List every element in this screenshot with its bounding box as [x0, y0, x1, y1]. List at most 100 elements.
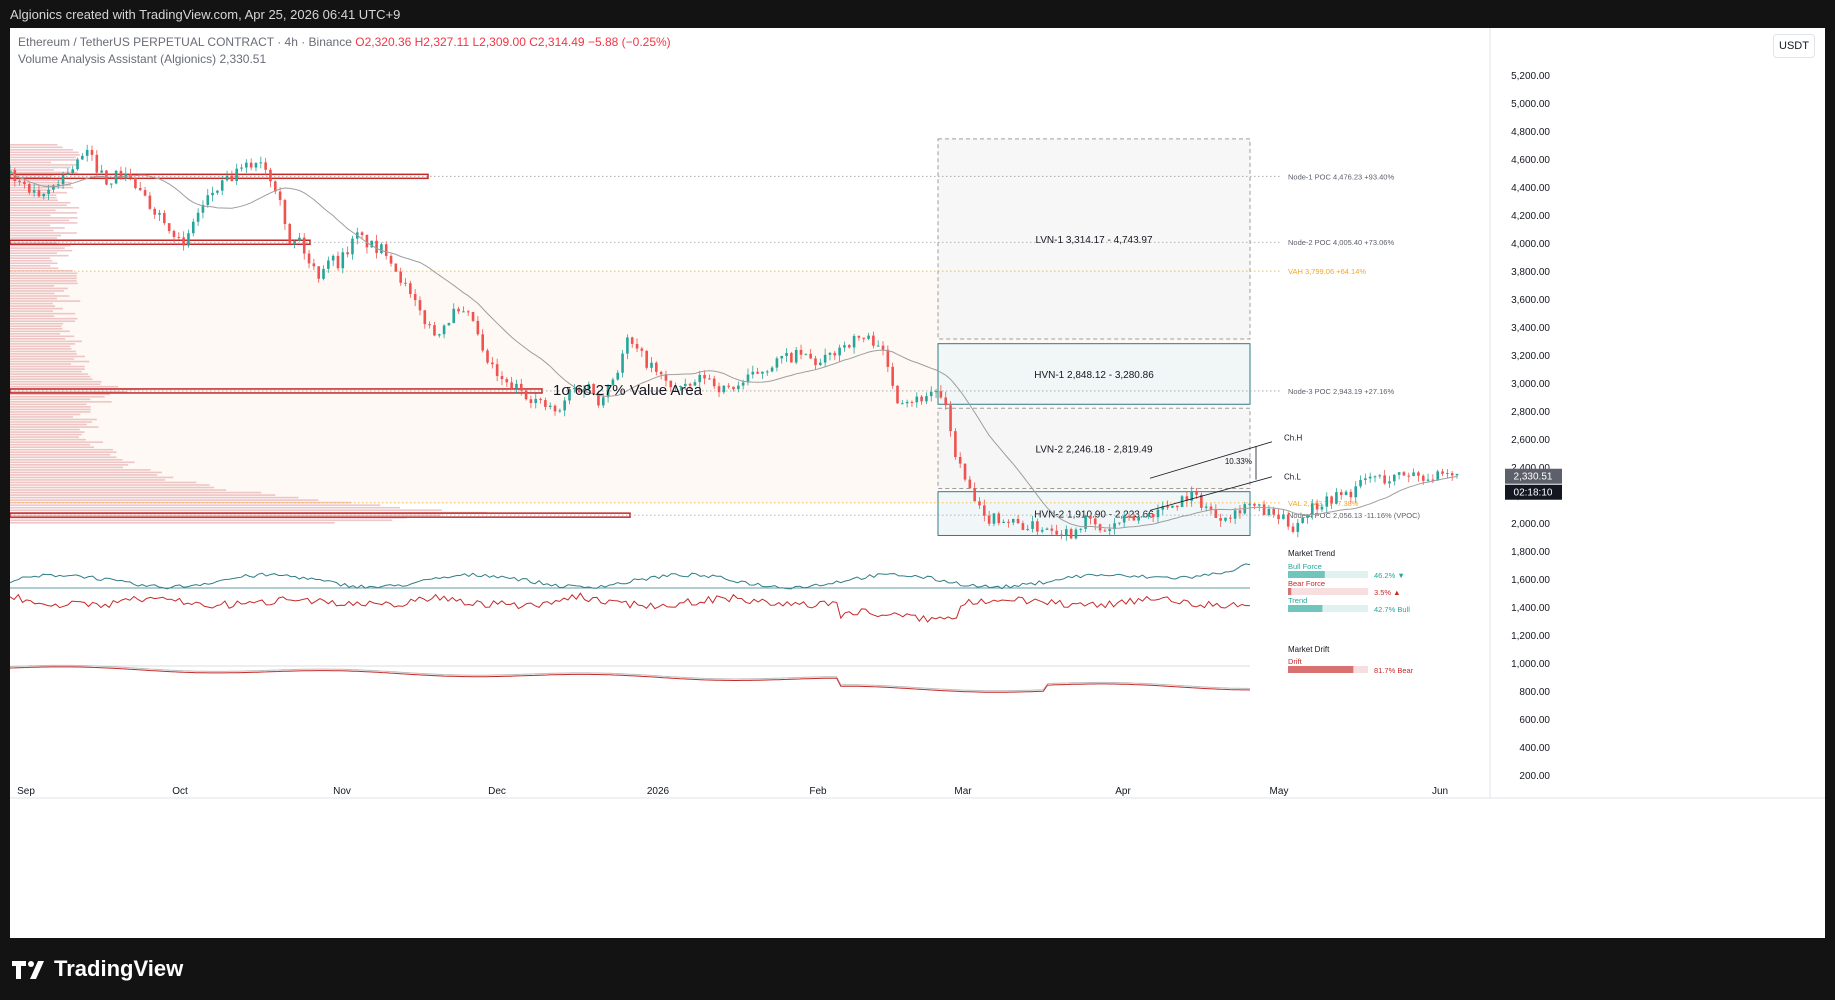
candle-body: [384, 244, 388, 256]
last-price-label: 2,330.51: [1514, 472, 1553, 483]
candle-body: [1151, 513, 1155, 518]
market-trend-fill: [1288, 588, 1292, 595]
candle-body: [1378, 475, 1382, 477]
price-axis-tick: 1,600.00: [1511, 575, 1550, 586]
candle-body: [510, 382, 513, 389]
candle-body: [1286, 514, 1290, 527]
candle-body: [211, 192, 214, 196]
candle-body: [688, 383, 692, 386]
volume-profile-bar: [10, 476, 174, 479]
volume-profile-bar: [10, 199, 58, 202]
candle-body: [331, 255, 335, 261]
candle-body: [1036, 521, 1039, 532]
candle-body: [1450, 473, 1454, 476]
candle-body: [134, 177, 137, 189]
candle-body: [259, 162, 263, 164]
candle-body: [81, 155, 84, 160]
candle-body: [1127, 515, 1131, 517]
price-axis-tick: 3,400.00: [1511, 323, 1550, 334]
volume-profile-bar: [10, 443, 91, 446]
candle-body: [929, 391, 933, 397]
volume-profile-bar: [10, 453, 111, 456]
candle-body: [1291, 526, 1295, 532]
candle-body: [683, 383, 687, 386]
candle-body: [939, 391, 943, 398]
candle-body: [1122, 515, 1126, 523]
candle-body: [42, 193, 46, 197]
volume-profile-bar: [10, 461, 135, 464]
candle-body: [317, 266, 320, 279]
volume-profile-bar: [10, 469, 151, 471]
high-value: H2,327.11: [414, 35, 470, 49]
candle-body: [254, 163, 258, 168]
candle-body: [375, 240, 378, 253]
candle-body: [423, 310, 427, 325]
volume-profile-bar: [10, 438, 86, 441]
volume-profile-bar: [10, 489, 227, 491]
volume-profile-bar: [10, 254, 69, 257]
volume-profile-bar: [10, 295, 70, 297]
tradingview-logo[interactable]: TradingView: [12, 956, 183, 982]
volume-profile-bar: [10, 345, 71, 348]
candle-body: [1103, 530, 1107, 532]
price-chart[interactable]: LVN-1 3,314.17 - 4,743.97 HVN-1 2,848.12 …: [10, 28, 1825, 938]
volume-profile-bar: [10, 431, 85, 433]
volume-profile-bar: [10, 325, 62, 328]
volume-profile-bar: [10, 280, 77, 282]
candle-body: [1272, 508, 1276, 515]
node-label: Node-2 POC 4,005.40 +73.06%: [1288, 238, 1394, 247]
candle-body: [216, 190, 219, 193]
volume-profile-bar: [10, 312, 76, 315]
market-trend-label: Bear Force: [1288, 579, 1325, 588]
candle-body: [476, 320, 480, 335]
volume-profile-bar: [10, 212, 78, 214]
zone-label: LVN-2 2,246.18 - 2,819.49: [1035, 444, 1153, 455]
market-trend-value: 42.7% Bull: [1374, 605, 1410, 614]
volume-profile-bar: [10, 151, 79, 154]
volume-profile-bar: [10, 401, 112, 403]
candle-body: [611, 379, 615, 385]
zone-label: HVN-1 2,848.12 - 3,280.86: [1034, 370, 1154, 381]
indicator-name[interactable]: Volume Analysis Assistant (Algionics): [18, 52, 217, 66]
candle-body: [519, 383, 523, 391]
symbol-name[interactable]: Ethereum / TetherUS PERPETUAL CONTRACT ·…: [18, 35, 352, 49]
candle-body: [790, 352, 793, 363]
volume-profile-bar: [10, 335, 75, 338]
zone-box-3: [937, 407, 1251, 490]
candle-body: [1257, 504, 1261, 506]
volume-profile-bar: [10, 257, 51, 259]
volume-profile-bar: [10, 227, 65, 229]
candle-body: [732, 386, 735, 390]
volume-profile-bar: [10, 355, 85, 358]
candle-body: [1050, 528, 1054, 531]
candle-body: [958, 457, 962, 464]
candle-body: [1026, 528, 1030, 530]
low-value: L2,309.00: [472, 35, 526, 49]
candle-body: [1436, 471, 1440, 481]
candle-body: [548, 405, 552, 407]
volume-profile-bar: [10, 247, 65, 249]
candle-body: [669, 380, 673, 388]
candle-body: [1238, 510, 1242, 514]
candle-body: [1074, 529, 1078, 539]
candle-body: [380, 244, 383, 253]
candle-body: [674, 386, 677, 388]
candle-body: [1093, 518, 1097, 525]
volume-profile-bar: [10, 224, 51, 227]
candle-body: [847, 345, 851, 348]
chart-frame[interactable]: LVN-1 3,314.17 - 4,743.97 HVN-1 2,848.12 …: [10, 28, 1825, 938]
candle-body: [1364, 478, 1367, 481]
candle-body: [182, 237, 185, 246]
market-drift-title: Market Drift: [1288, 645, 1330, 654]
candle-body: [582, 388, 586, 393]
volume-profile-bar: [10, 317, 78, 320]
candle-body: [891, 366, 894, 386]
candle-body: [852, 336, 856, 348]
candle-body: [109, 183, 113, 185]
currency-button[interactable]: USDT: [1773, 34, 1815, 58]
volume-profile-bar: [10, 421, 93, 423]
volume-profile-bar: [10, 232, 77, 234]
time-axis-label: Mar: [954, 786, 972, 797]
candle-body: [486, 350, 489, 363]
candle-body: [1344, 491, 1348, 495]
